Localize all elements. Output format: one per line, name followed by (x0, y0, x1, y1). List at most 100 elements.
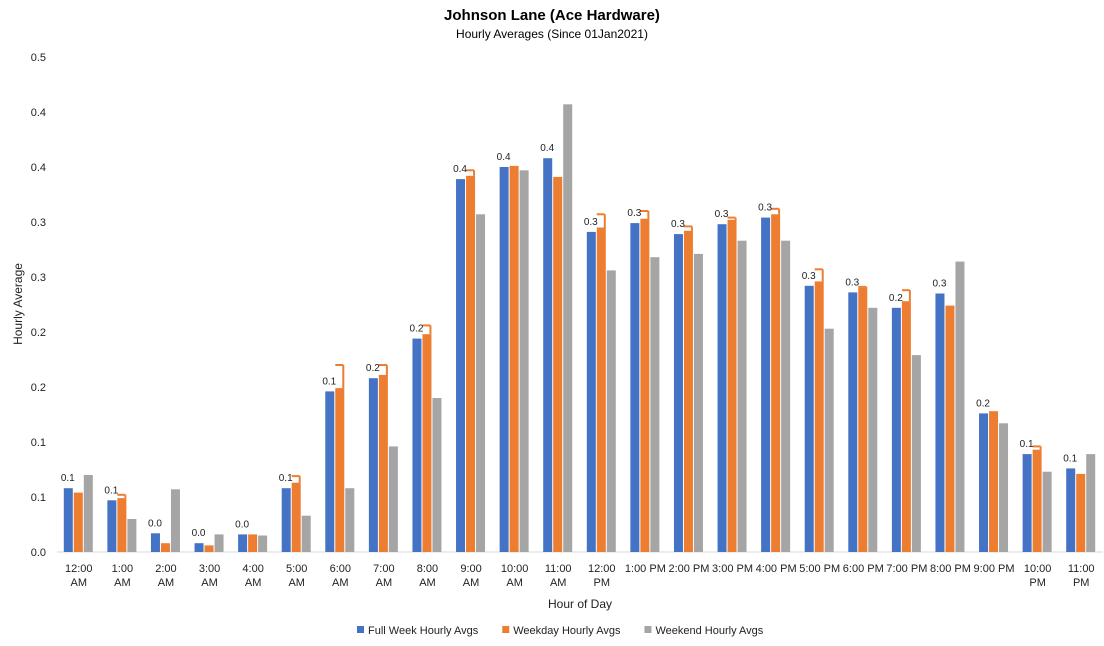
bar-2 (466, 175, 476, 553)
data-label: 0.3 (845, 277, 859, 288)
data-label: 0.1 (61, 473, 75, 484)
x-tick-label: 7:00 (373, 563, 394, 575)
x-tick-label: 4:00 (242, 563, 263, 575)
bar-3 (955, 261, 965, 552)
x-tick-label: 3:00 (199, 563, 220, 575)
x-tick-label: AM (419, 577, 436, 589)
bar-1 (630, 223, 640, 552)
legend: Full Week Hourly Avgs Weekday Hourly Avgs… (357, 625, 764, 637)
x-tick-label: 2:00 (155, 563, 176, 575)
x-tick-label: AM (71, 577, 88, 589)
y-tick-label: 0.3 (31, 217, 46, 229)
x-tick-label: 5:00 PM (799, 563, 840, 575)
x-tick-label: 5:00 (286, 563, 307, 575)
bar-1 (63, 488, 73, 552)
x-tick-label: AM (550, 577, 567, 589)
x-tick-label: 6:00 PM (843, 563, 884, 575)
x-tick-label: 1:00 (112, 563, 133, 575)
bar-3 (650, 257, 660, 552)
bar-1 (979, 413, 989, 552)
data-label: 0.4 (453, 164, 467, 175)
bar-3 (999, 423, 1009, 552)
legend-swatch (502, 626, 510, 633)
bar-1 (499, 167, 509, 552)
bar-1 (456, 179, 466, 552)
data-label: 0.2 (410, 324, 424, 335)
chart-title: Johnson Lane (Ace Hardware) (444, 7, 660, 24)
y-axis-label: Hourly Average (11, 263, 25, 345)
bar-3 (781, 240, 791, 552)
bar-3 (214, 534, 224, 552)
bar-1 (1022, 454, 1032, 552)
data-label: 0.0 (148, 518, 162, 529)
x-tick-label: 2:00 PM (668, 563, 709, 575)
x-tick-label: PM (594, 577, 611, 589)
y-tick-label: 0.1 (31, 437, 46, 449)
data-label: 0.3 (933, 279, 947, 290)
bar-1 (238, 534, 248, 552)
bar-2 (1076, 473, 1086, 552)
x-tick-label: 8:00 PM (930, 563, 971, 575)
bar-3 (824, 328, 834, 552)
x-tick-label: 11:00 (545, 563, 572, 575)
x-tick-label: 10:00 (501, 563, 529, 575)
bar-2 (814, 281, 824, 552)
bar-1 (368, 378, 378, 552)
x-tick-label: 3:00 PM (712, 563, 753, 575)
bar-2 (422, 334, 432, 552)
x-tick-label: AM (376, 577, 393, 589)
data-label: 0.3 (671, 219, 685, 230)
bar-3 (563, 104, 573, 553)
bar-1 (804, 285, 814, 552)
bar-1 (194, 543, 204, 552)
x-tick-label: 6:00 (330, 563, 351, 575)
bar-2 (901, 301, 911, 552)
x-tick-label: AM (332, 577, 349, 589)
bar-3 (911, 355, 921, 552)
data-label: 0.3 (715, 209, 729, 220)
bar-1 (150, 533, 160, 552)
data-label: 0.2 (889, 293, 903, 304)
bar-1 (325, 391, 335, 552)
data-label: 0.2 (366, 363, 380, 374)
bar-3 (127, 519, 137, 552)
legend-swatch (644, 626, 652, 633)
bar-3 (388, 446, 398, 552)
bar-1 (891, 307, 901, 552)
legend-swatch (357, 626, 364, 633)
bar-3 (432, 398, 442, 552)
bar-2 (378, 374, 388, 552)
bar-2 (73, 492, 83, 552)
bar-1 (281, 488, 291, 552)
data-label: 0.4 (497, 152, 511, 163)
x-tick-label: AM (201, 577, 218, 589)
y-tick-label: 0.3 (31, 272, 46, 284)
bar-3 (170, 489, 180, 552)
bar-2 (771, 214, 781, 553)
bar-2 (248, 534, 258, 552)
data-label: 0.1 (1020, 439, 1034, 450)
x-tick-label: 10:00 (1024, 563, 1052, 575)
bar-1 (761, 217, 771, 552)
bar-3 (258, 535, 268, 552)
bar-2 (727, 219, 737, 553)
bar-3 (476, 214, 486, 553)
bar-2 (945, 305, 955, 552)
x-tick-label: AM (114, 577, 131, 589)
y-tick-label: 0.4 (31, 162, 46, 174)
bar-3 (1042, 471, 1052, 552)
chart-subtitle: Hourly Averages (Since 01Jan2021) (456, 27, 648, 41)
bar-1 (1066, 468, 1076, 552)
bar-3 (301, 515, 311, 552)
bar-3 (606, 270, 616, 552)
y-tick-label: 0.0 (31, 547, 46, 559)
data-label: 0.0 (192, 528, 206, 539)
x-tick-label: 9:00 (460, 563, 481, 575)
y-tick-label: 0.4 (31, 107, 46, 119)
bar-3 (1086, 454, 1096, 552)
x-tick-label: AM (245, 577, 262, 589)
bar-1 (586, 231, 596, 552)
bar-1 (935, 293, 945, 552)
bar-1 (673, 234, 683, 552)
bar-1 (543, 158, 553, 552)
